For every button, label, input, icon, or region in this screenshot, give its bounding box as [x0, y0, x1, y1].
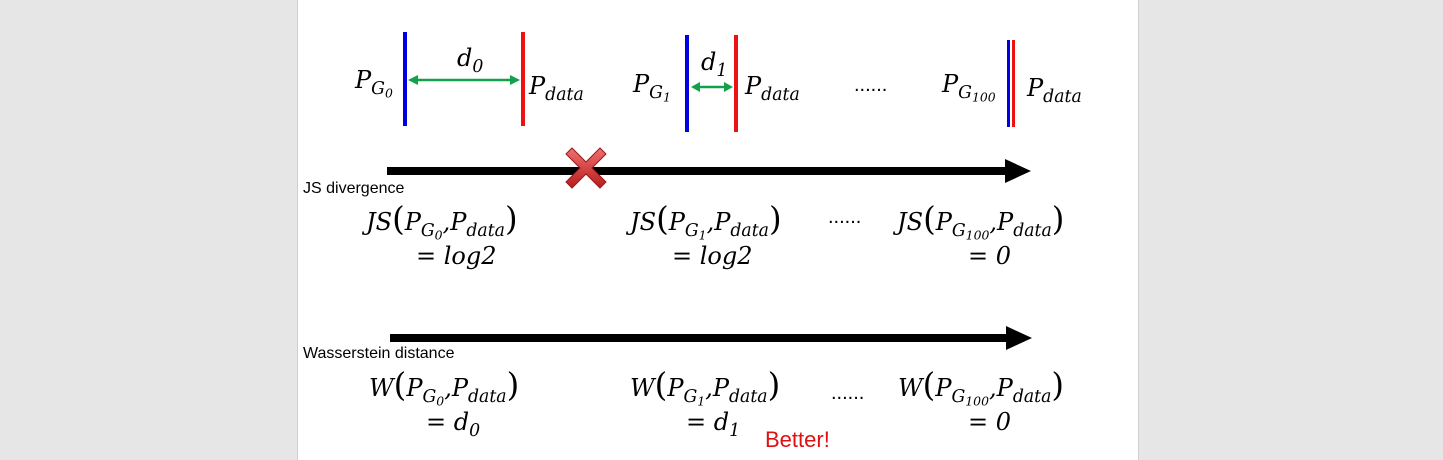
js-dots: ...... — [828, 206, 862, 228]
w-expr-1: W(PG0,Pdata) — [369, 366, 520, 409]
pdata-bar-1 — [521, 32, 525, 126]
pg100-label: PG100 — [942, 70, 996, 105]
js-result-1: = log2 — [416, 242, 497, 270]
js-expr-3: JS(PG100,Pdata) — [897, 200, 1065, 243]
pg1-bar — [685, 35, 689, 132]
pdata-label-2: Pdata — [745, 72, 800, 106]
pg100-bar — [1007, 40, 1010, 127]
js-expr-2: JS(PG1,Pdata) — [630, 200, 782, 243]
w-result-1: = d0 — [426, 408, 481, 442]
d1-label: d1 — [701, 48, 728, 82]
pdata-bar-3 — [1012, 40, 1015, 127]
js-expr-1: JS(PG0,Pdata) — [366, 200, 518, 243]
js-result-2: = log2 — [672, 242, 753, 270]
js-result-3: = 0 — [968, 242, 1012, 270]
w-expr-3: W(PG100,Pdata) — [898, 366, 1065, 409]
d0-label: d0 — [457, 44, 484, 78]
better-annotation: Better! — [765, 427, 830, 452]
cross-icon — [565, 147, 607, 189]
wasserstein-distance-label: Wasserstein distance — [303, 345, 455, 362]
top-dots: ...... — [854, 74, 888, 96]
js-divergence-label: JS divergence — [303, 180, 405, 197]
pdata-label-1: Pdata — [529, 72, 584, 106]
pg1-label: PG1 — [633, 70, 671, 105]
pg0-label: PG0 — [355, 66, 393, 101]
w-axis-arrow — [390, 326, 1032, 350]
w-result-2: = d1 — [686, 408, 741, 442]
w-result-3: = 0 — [968, 408, 1012, 436]
w-dots: ...... — [831, 382, 865, 404]
d1-arrow — [691, 82, 733, 92]
slide-canvas — [297, 0, 1139, 460]
d0-arrow — [408, 75, 520, 85]
js-axis-arrow — [387, 159, 1031, 183]
w-expr-2: W(PG1,Pdata) — [630, 366, 781, 409]
pdata-bar-2 — [734, 35, 738, 132]
pdata-label-3: Pdata — [1027, 74, 1082, 108]
pg0-bar — [403, 32, 407, 126]
